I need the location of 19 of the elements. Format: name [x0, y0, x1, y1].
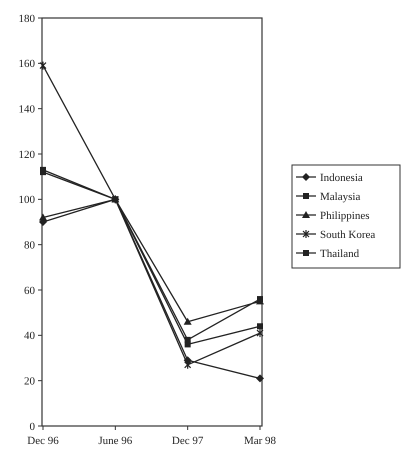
y-tick-label: 140 [18, 104, 36, 116]
x-tick-label: Dec 96 [27, 435, 60, 447]
legend-label: South Korea [320, 228, 376, 241]
y-tick-label: 60 [24, 284, 36, 297]
x-tick-label: June 96 [98, 435, 133, 447]
x-tick-label: Dec 97 [172, 435, 204, 447]
legend-label: Thailand [320, 248, 360, 260]
y-tick-label: 0 [30, 420, 36, 433]
x-tick-label: Mar 98 [244, 435, 277, 447]
legend-label: Malaysia [320, 190, 360, 203]
y-tick-label: 120 [18, 148, 36, 161]
y-tick-label: 100 [18, 194, 36, 206]
y-tick-label: 180 [18, 12, 36, 25]
legend-label: Philippines [320, 210, 370, 222]
y-tick-label: 160 [18, 58, 36, 70]
y-tick-label: 80 [24, 240, 36, 252]
legend-label: Indonesia [320, 172, 363, 184]
y-tick-label: 20 [24, 376, 36, 388]
y-tick-label: 40 [24, 330, 36, 342]
